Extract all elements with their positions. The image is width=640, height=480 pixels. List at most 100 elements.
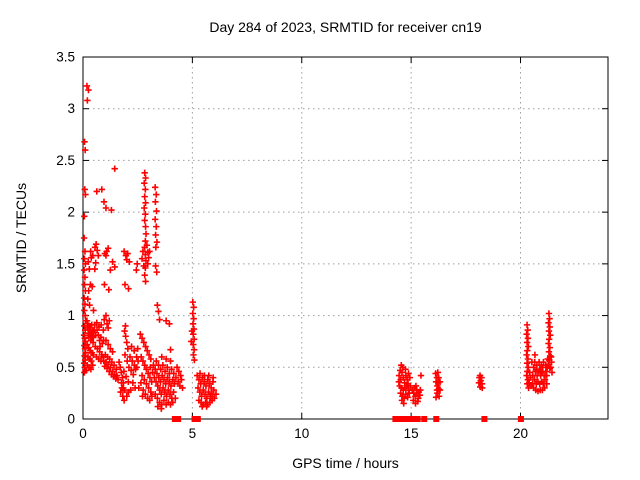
data-point-plus: [81, 213, 88, 220]
data-point-plus: [147, 388, 155, 396]
data-point-plus: [138, 372, 146, 379]
data-point-plus: [104, 341, 112, 348]
data-point-plus: [93, 188, 100, 195]
data-point-plus: [177, 372, 184, 379]
data-point-plus: [127, 386, 134, 394]
data-point-plus: [159, 384, 167, 392]
data-point-plus: [128, 343, 135, 350]
data-point-plus: [122, 333, 129, 340]
data-point-plus: [538, 369, 545, 376]
data-point-plus: [105, 286, 113, 293]
data-point-plus: [433, 386, 441, 394]
data-point-plus: [107, 266, 114, 274]
data-point-plus: [541, 376, 549, 383]
data-point-square: [392, 416, 399, 422]
data-point-plus: [153, 223, 160, 230]
data-point-plus: [80, 234, 88, 242]
data-point-plus: [122, 322, 129, 330]
data-point-plus: [414, 398, 421, 405]
data-point-plus: [82, 191, 89, 198]
data-point-plus: [162, 317, 170, 324]
data-point-plus: [81, 255, 88, 262]
x-axis-label: GPS time / hours: [292, 455, 399, 471]
data-point-plus: [113, 366, 120, 373]
y-tick-label: 0: [67, 412, 75, 427]
data-point-square: [175, 416, 182, 422]
data-point-plus: [101, 316, 108, 323]
y-tick-label: 3: [67, 101, 75, 116]
data-point-plus: [104, 245, 112, 252]
data-point-plus: [152, 198, 159, 205]
x-tick-label: 5: [189, 426, 197, 441]
data-point-square: [481, 416, 488, 422]
data-point-plus: [144, 260, 151, 268]
data-point-plus: [146, 397, 153, 404]
data-point-plus: [81, 248, 89, 255]
data-point-plus: [153, 370, 161, 377]
data-point-square: [171, 416, 178, 422]
data-point-plus: [152, 378, 160, 385]
data-point-plus: [190, 330, 197, 338]
data-point-plus: [142, 211, 149, 218]
data-point-plus: [146, 248, 153, 255]
data-point-plus: [114, 376, 122, 383]
data-point-plus: [154, 403, 162, 410]
data-point-plus: [547, 332, 554, 339]
data-point-square: [194, 416, 201, 422]
data-point-plus: [142, 237, 149, 245]
data-point-plus: [523, 339, 531, 346]
data-point-plus: [133, 364, 141, 371]
data-point-plus: [88, 283, 96, 290]
data-point-plus: [212, 390, 220, 398]
data-point-plus: [171, 380, 178, 388]
data-point-plus: [137, 379, 145, 386]
data-point-plus: [135, 384, 142, 392]
data-point-plus: [546, 315, 553, 322]
data-point-plus: [115, 358, 123, 366]
data-point-plus: [158, 353, 165, 361]
data-point-plus: [209, 374, 217, 381]
data-point-plus: [533, 366, 540, 373]
data-point-plus: [167, 382, 175, 390]
data-point-plus: [161, 388, 169, 396]
data-point-plus: [158, 372, 166, 379]
data-point-plus: [195, 376, 203, 383]
data-point-plus: [121, 327, 128, 335]
data-point-plus: [155, 308, 162, 315]
data-point-plus: [100, 198, 108, 205]
data-point-plus: [203, 403, 210, 410]
data-point-plus: [137, 353, 145, 361]
data-point-plus: [145, 384, 152, 392]
data-point-plus: [89, 339, 97, 346]
data-point-plus: [142, 230, 150, 238]
data-point-plus: [153, 207, 160, 215]
data-point-plus: [196, 370, 204, 377]
data-point-plus: [85, 258, 92, 265]
data-point-plus: [169, 376, 176, 383]
data-point-plus: [178, 376, 185, 383]
data-point-plus: [81, 274, 89, 281]
data-point-plus: [432, 394, 440, 401]
data-point-plus: [139, 386, 147, 394]
x-tick-label: 10: [294, 426, 309, 441]
data-point-plus: [543, 372, 550, 379]
data-point-plus: [165, 386, 172, 394]
data-point-plus: [88, 334, 96, 341]
data-point-plus: [529, 380, 536, 388]
y-tick-label: 2.5: [56, 153, 75, 168]
data-point-plus: [80, 294, 88, 302]
data-point-plus: [124, 250, 131, 257]
data-point-plus: [120, 248, 128, 255]
data-point-plus: [142, 199, 149, 207]
data-point-plus: [83, 317, 91, 324]
data-point-plus: [152, 231, 159, 239]
data-point-plus: [102, 204, 110, 212]
data-point-plus: [152, 262, 159, 270]
data-point-plus: [211, 395, 218, 402]
data-point-plus: [544, 355, 551, 363]
data-point-plus: [139, 357, 147, 365]
data-point-plus: [119, 374, 126, 381]
data-point-plus: [151, 184, 159, 191]
data-point-plus: [142, 343, 149, 350]
data-point-plus: [412, 382, 420, 390]
